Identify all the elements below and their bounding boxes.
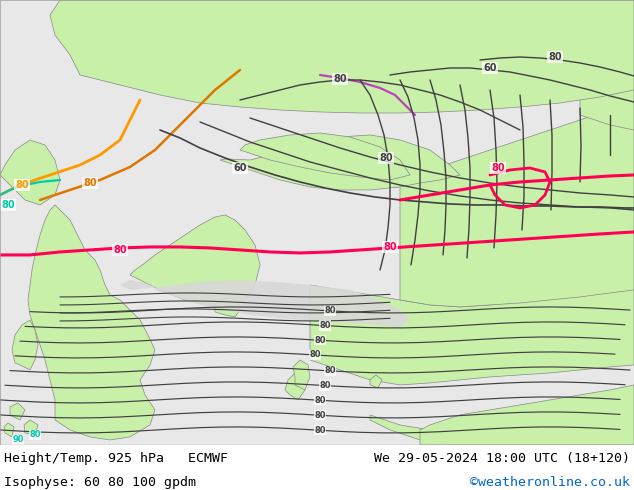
Polygon shape (310, 265, 634, 385)
Text: We 29-05-2024 18:00 UTC (18+120): We 29-05-2024 18:00 UTC (18+120) (374, 452, 630, 465)
Polygon shape (130, 215, 260, 307)
Text: 80: 80 (383, 242, 397, 252)
Text: 80: 80 (309, 350, 321, 360)
Text: Height/Temp. 925 hPa   ECMWF: Height/Temp. 925 hPa ECMWF (4, 452, 228, 465)
Polygon shape (50, 0, 634, 113)
Text: 80: 80 (1, 200, 15, 210)
Text: 80: 80 (29, 430, 41, 440)
Text: 90: 90 (12, 436, 23, 444)
Text: 80: 80 (548, 52, 562, 62)
Text: 80: 80 (379, 153, 393, 163)
Polygon shape (400, 105, 634, 307)
Polygon shape (28, 205, 155, 440)
Text: ©weatheronline.co.uk: ©weatheronline.co.uk (470, 476, 630, 489)
Polygon shape (370, 375, 382, 388)
Polygon shape (240, 133, 410, 180)
Text: 80: 80 (320, 321, 331, 330)
Polygon shape (420, 385, 634, 445)
Text: 60: 60 (233, 163, 247, 173)
Polygon shape (293, 360, 310, 390)
Text: 60: 60 (483, 63, 497, 73)
Text: 80: 80 (314, 426, 326, 435)
Text: 80: 80 (83, 178, 97, 188)
Text: 80: 80 (333, 74, 347, 84)
Polygon shape (4, 423, 14, 437)
Text: 80: 80 (15, 180, 29, 190)
Text: 80: 80 (491, 163, 505, 173)
Text: 80: 80 (324, 306, 336, 316)
Text: 80: 80 (113, 245, 127, 255)
Text: 80: 80 (320, 381, 331, 390)
Polygon shape (120, 280, 410, 327)
Polygon shape (215, 297, 240, 317)
Text: 80: 80 (314, 336, 326, 345)
Polygon shape (0, 140, 60, 205)
Polygon shape (12, 320, 38, 370)
Polygon shape (10, 403, 25, 420)
Text: Isophyse: 60 80 100 gpdm: Isophyse: 60 80 100 gpdm (4, 476, 196, 489)
Polygon shape (580, 0, 634, 130)
Text: 80: 80 (324, 367, 336, 375)
Polygon shape (285, 373, 305, 400)
Polygon shape (24, 420, 38, 435)
Polygon shape (220, 135, 460, 190)
Polygon shape (370, 415, 634, 445)
Text: 80: 80 (314, 396, 326, 405)
Text: 80: 80 (314, 411, 326, 420)
